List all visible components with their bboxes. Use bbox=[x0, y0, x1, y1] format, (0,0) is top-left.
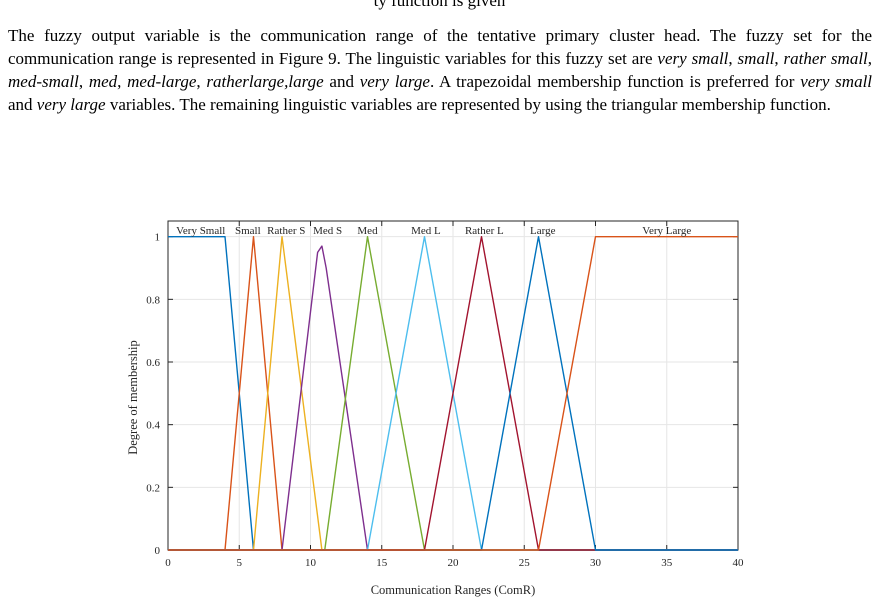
term-rather-small: rather small bbox=[783, 49, 868, 68]
term-med-large: med-large bbox=[127, 72, 197, 91]
series-line-very-large bbox=[168, 235, 738, 551]
x-tick-label: 5 bbox=[237, 557, 243, 569]
set-label-small: Small bbox=[235, 225, 261, 237]
set-label-very-small: Very Small bbox=[176, 225, 225, 237]
paragraph-sep: , bbox=[728, 49, 738, 68]
set-label-med: Med bbox=[357, 225, 378, 237]
paragraph-text: The fuzzy output variable is the communi… bbox=[8, 26, 872, 68]
term-very-small: very small bbox=[657, 49, 729, 68]
paragraph-sep: , bbox=[117, 72, 128, 91]
clipped-heading-text: ty function is given bbox=[373, 0, 506, 10]
paragraph-sep: , bbox=[774, 49, 784, 68]
x-tick-label: 25 bbox=[519, 557, 531, 569]
paragraph-sep: , bbox=[196, 72, 207, 91]
description-paragraph: The fuzzy output variable is the communi… bbox=[8, 24, 872, 116]
term-med: med bbox=[88, 72, 118, 91]
paragraph-text: variables. The remaining linguistic vari… bbox=[105, 95, 831, 114]
set-label-rather-s: Rather S bbox=[267, 225, 305, 237]
set-label-very-large: Very Large bbox=[642, 225, 691, 237]
term-ratherlarge-large: ratherlarge,large bbox=[206, 72, 324, 91]
x-tick-label: 40 bbox=[733, 557, 745, 569]
y-tick-label: 0 bbox=[155, 545, 161, 557]
term-very-large-2: very large bbox=[36, 95, 106, 114]
x-tick-label: 0 bbox=[165, 557, 171, 569]
y-tick-label: 1 bbox=[155, 232, 161, 244]
y-tick-label: 0.2 bbox=[146, 482, 160, 494]
set-label-large: Large bbox=[530, 225, 556, 237]
x-tick-label: 20 bbox=[448, 557, 460, 569]
set-label-med-l: Med L bbox=[411, 225, 441, 237]
y-tick-label: 0.6 bbox=[146, 357, 160, 369]
paragraph-text: . A trapezoidal membership function is p… bbox=[429, 72, 801, 91]
term-very-small-2: very small bbox=[800, 72, 873, 91]
paragraph-sep: , bbox=[78, 72, 89, 91]
paragraph-text: and bbox=[323, 72, 360, 91]
clipped-heading-line: ty function is given bbox=[0, 0, 879, 22]
set-label-med-s: Med S bbox=[313, 225, 342, 237]
x-tick-label: 15 bbox=[376, 557, 388, 569]
paragraph-text: and bbox=[8, 95, 37, 114]
y-tick-label: 0.8 bbox=[146, 294, 160, 306]
x-tick-label: 10 bbox=[305, 557, 317, 569]
y-tick-label: 0.4 bbox=[146, 420, 160, 432]
paragraph-sep: , bbox=[867, 49, 873, 68]
set-label-rather-l: Rather L bbox=[465, 225, 504, 237]
y-axis-label: Degree of membership bbox=[126, 340, 140, 455]
term-very-large: very large bbox=[359, 72, 430, 91]
term-med-small: med-small bbox=[8, 72, 79, 91]
x-axis-label: Communication Ranges (ComR) bbox=[371, 583, 536, 597]
x-tick-label: 30 bbox=[590, 557, 602, 569]
x-tick-label: 35 bbox=[661, 557, 673, 569]
term-small: small bbox=[737, 49, 775, 68]
